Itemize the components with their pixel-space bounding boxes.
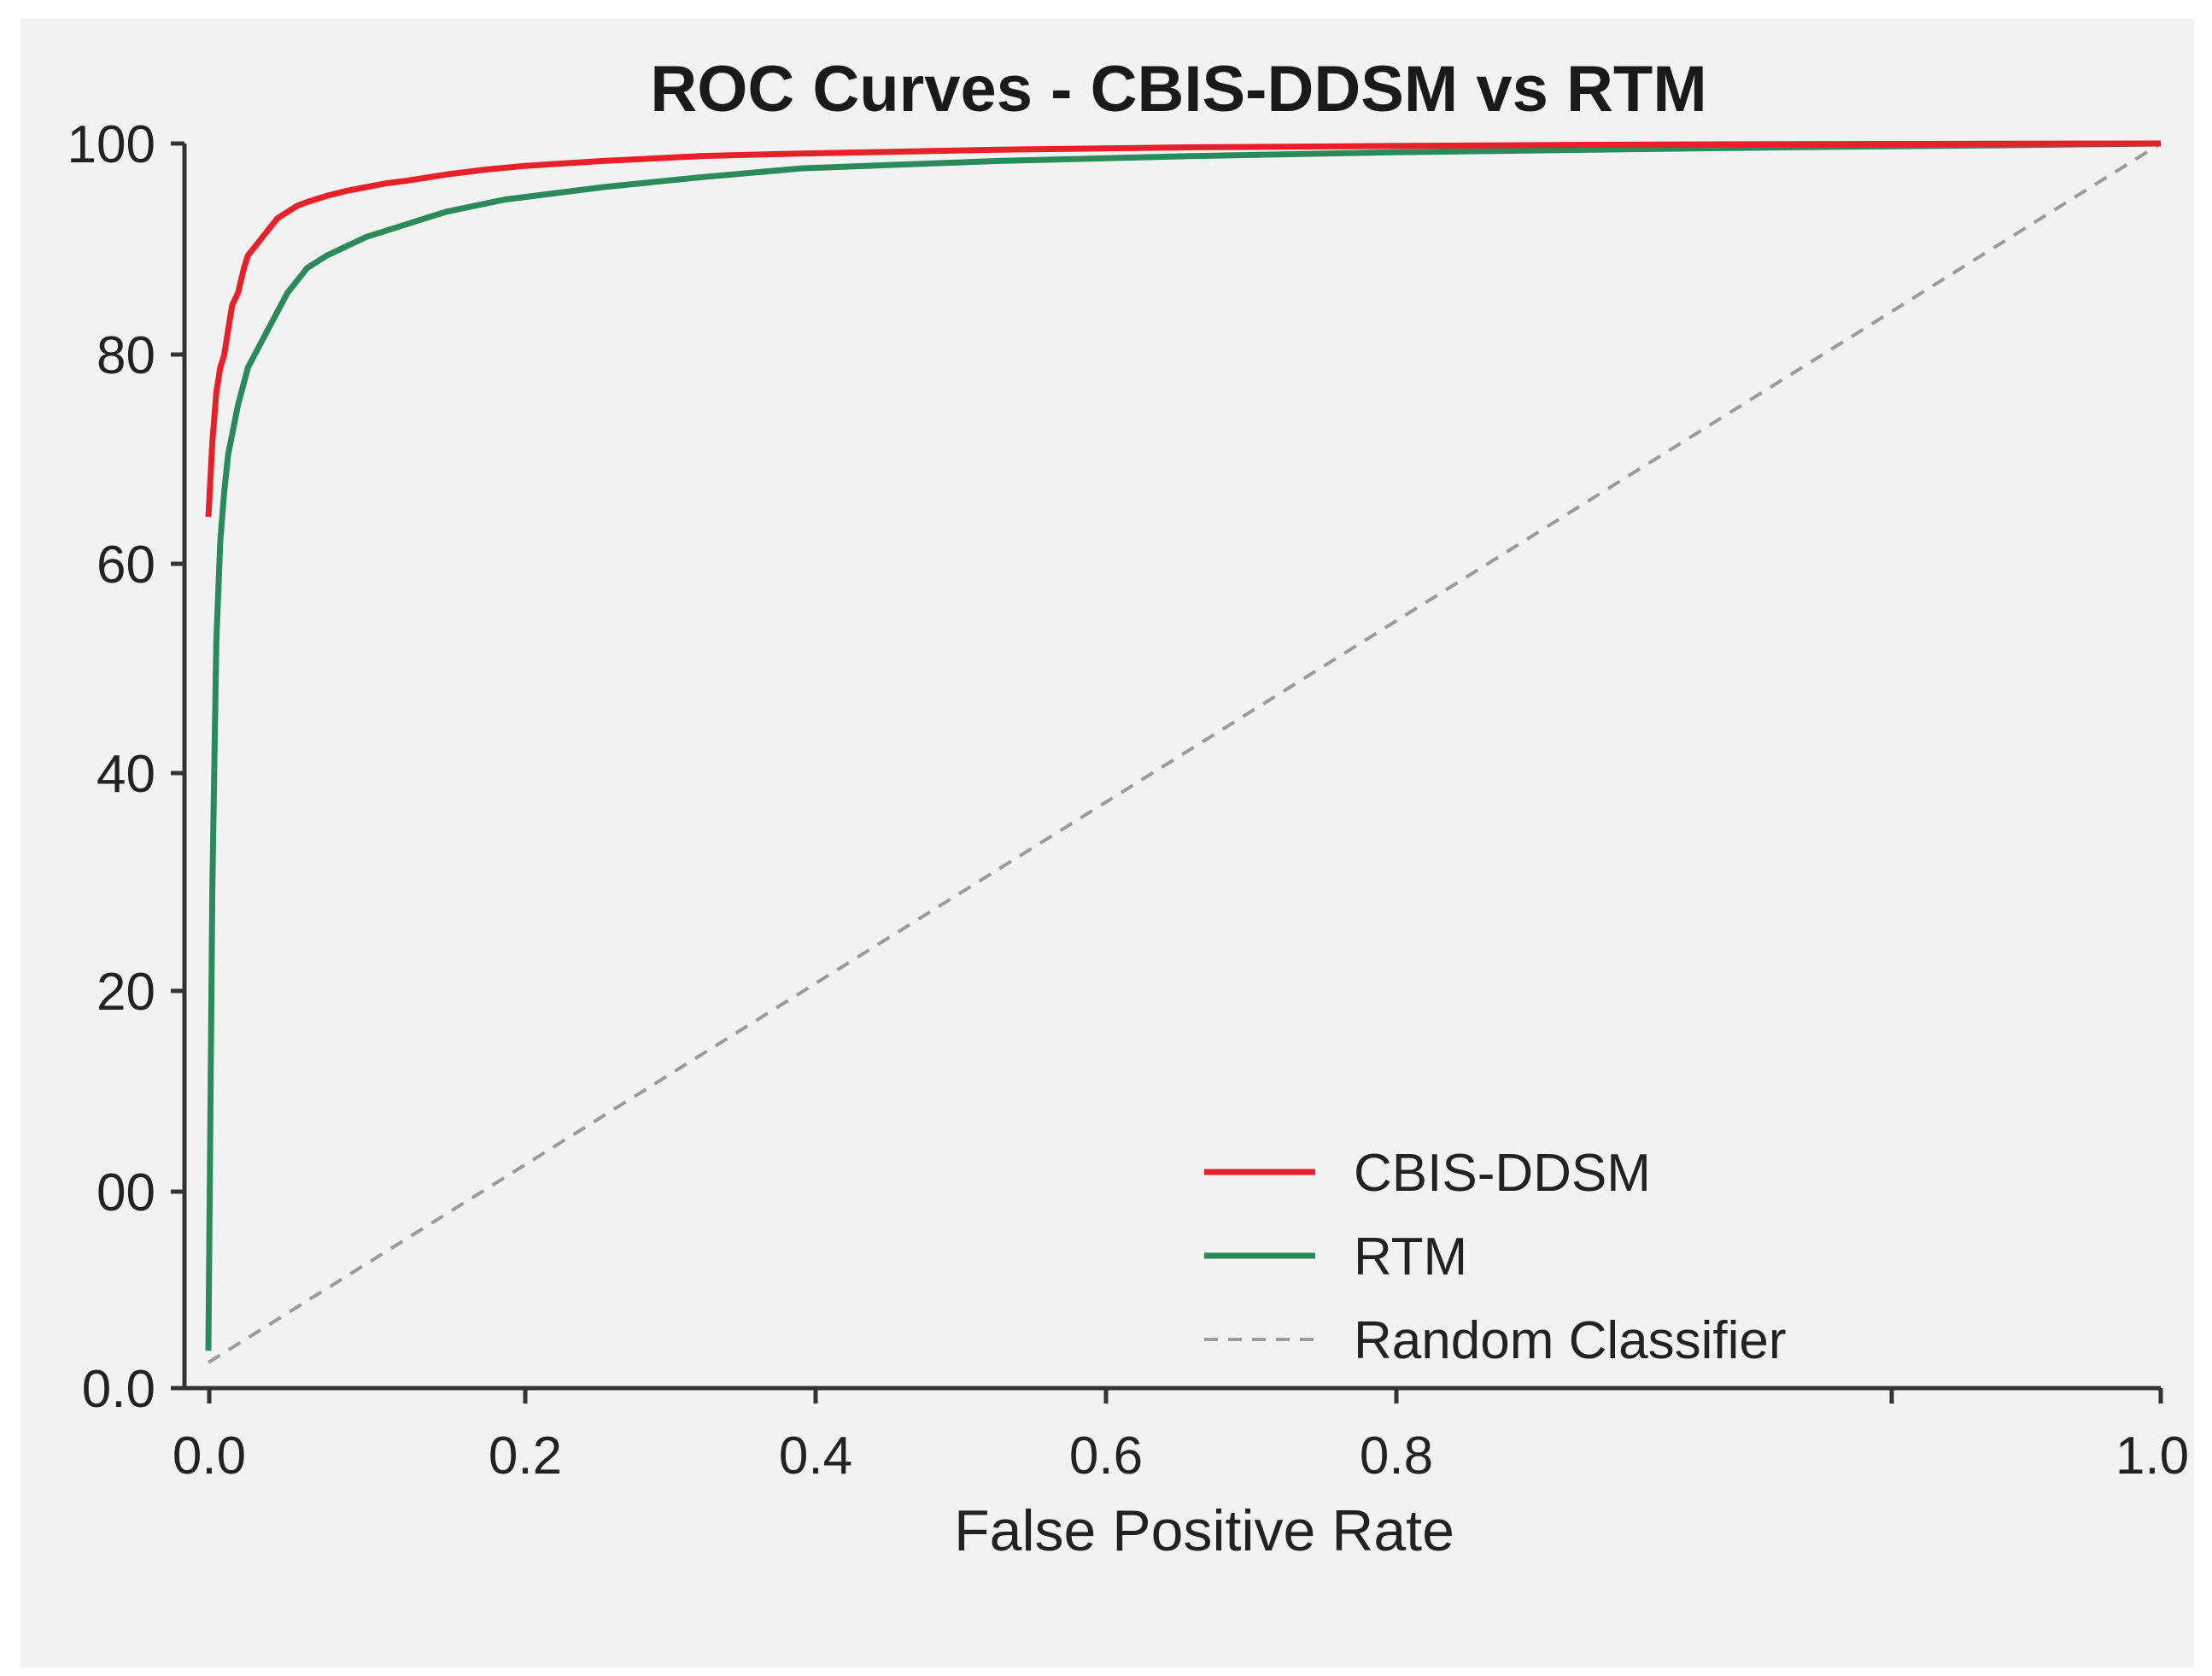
x-tick-label: 0.6 <box>1069 1427 1143 1486</box>
x-tick-label: 1.0 <box>2115 1427 2189 1486</box>
y-tick-label: 80 <box>97 326 155 385</box>
chart-background <box>20 19 2194 1667</box>
y-tick-label: 0.0 <box>82 1360 155 1419</box>
y-tick-label: 00 <box>97 1163 155 1222</box>
axes <box>182 144 2161 1391</box>
y-tick-label: 100 <box>67 115 155 174</box>
y-ticks: 0.0 00 20 40 60 80 100 <box>67 115 184 1419</box>
x-tick-label: 0.0 <box>173 1427 246 1486</box>
series-line-cbis-ddsm <box>205 140 2162 518</box>
x-tick-label: 0.8 <box>1360 1427 1433 1486</box>
x-axis-title: False Positive Rate <box>954 1498 1454 1563</box>
series-line-random-classifier <box>207 142 2162 1364</box>
legend: CBIS-DDSM RTM Random Classifier <box>1204 1144 1787 1370</box>
y-tick-label: 40 <box>97 745 155 804</box>
y-tick-label: 20 <box>97 963 155 1022</box>
chart-title: ROC Curves - CBIS-DDSM vs RTM <box>650 53 1706 126</box>
y-tick-label: 60 <box>97 536 155 595</box>
legend-label: Random Classifier <box>1354 1311 1787 1370</box>
series-line-rtm <box>205 140 2162 1351</box>
legend-label: CBIS-DDSM <box>1354 1144 1651 1203</box>
series <box>205 140 2162 1364</box>
legend-label: RTM <box>1354 1228 1467 1286</box>
x-ticks: 0.0 0.2 0.4 0.6 0.8 1.0 <box>173 1388 2189 1486</box>
x-tick-label: 0.4 <box>779 1427 852 1486</box>
x-tick-label: 0.2 <box>489 1427 562 1486</box>
